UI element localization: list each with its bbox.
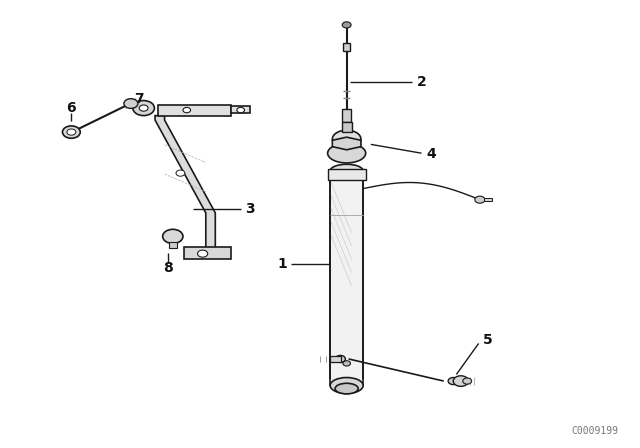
Text: 2: 2	[417, 75, 426, 90]
Ellipse shape	[335, 383, 358, 394]
Bar	[330, 173, 363, 385]
Text: 3: 3	[245, 202, 255, 215]
Circle shape	[163, 229, 183, 243]
Circle shape	[343, 361, 351, 366]
Polygon shape	[155, 116, 215, 248]
Circle shape	[237, 108, 244, 113]
Text: 5: 5	[483, 333, 493, 347]
Ellipse shape	[328, 143, 365, 163]
Polygon shape	[332, 137, 361, 150]
Circle shape	[67, 129, 76, 135]
Bar	[342, 109, 351, 122]
Circle shape	[183, 108, 191, 113]
Circle shape	[176, 170, 185, 176]
Bar	[328, 169, 365, 180]
Bar	[184, 247, 231, 259]
Circle shape	[463, 378, 472, 384]
Text: 6: 6	[67, 101, 76, 115]
Text: 4: 4	[427, 147, 436, 161]
Circle shape	[139, 105, 148, 111]
Text: 1: 1	[277, 257, 287, 271]
Ellipse shape	[330, 378, 363, 393]
Text: 7: 7	[134, 92, 144, 106]
Circle shape	[124, 99, 138, 108]
Text: 8: 8	[163, 261, 173, 275]
Bar	[484, 198, 492, 202]
Circle shape	[453, 376, 468, 386]
Bar	[342, 122, 352, 132]
Bar	[344, 43, 350, 52]
Circle shape	[133, 100, 154, 116]
Bar	[330, 356, 341, 362]
Circle shape	[198, 250, 208, 257]
Bar	[158, 104, 231, 116]
Text: C0009199: C0009199	[571, 426, 618, 436]
Circle shape	[448, 378, 458, 384]
Bar	[231, 106, 250, 113]
Circle shape	[342, 22, 351, 28]
Circle shape	[335, 355, 346, 362]
Ellipse shape	[332, 130, 361, 148]
Circle shape	[63, 126, 80, 138]
Circle shape	[475, 196, 485, 203]
Bar	[169, 242, 177, 248]
Ellipse shape	[330, 164, 363, 177]
